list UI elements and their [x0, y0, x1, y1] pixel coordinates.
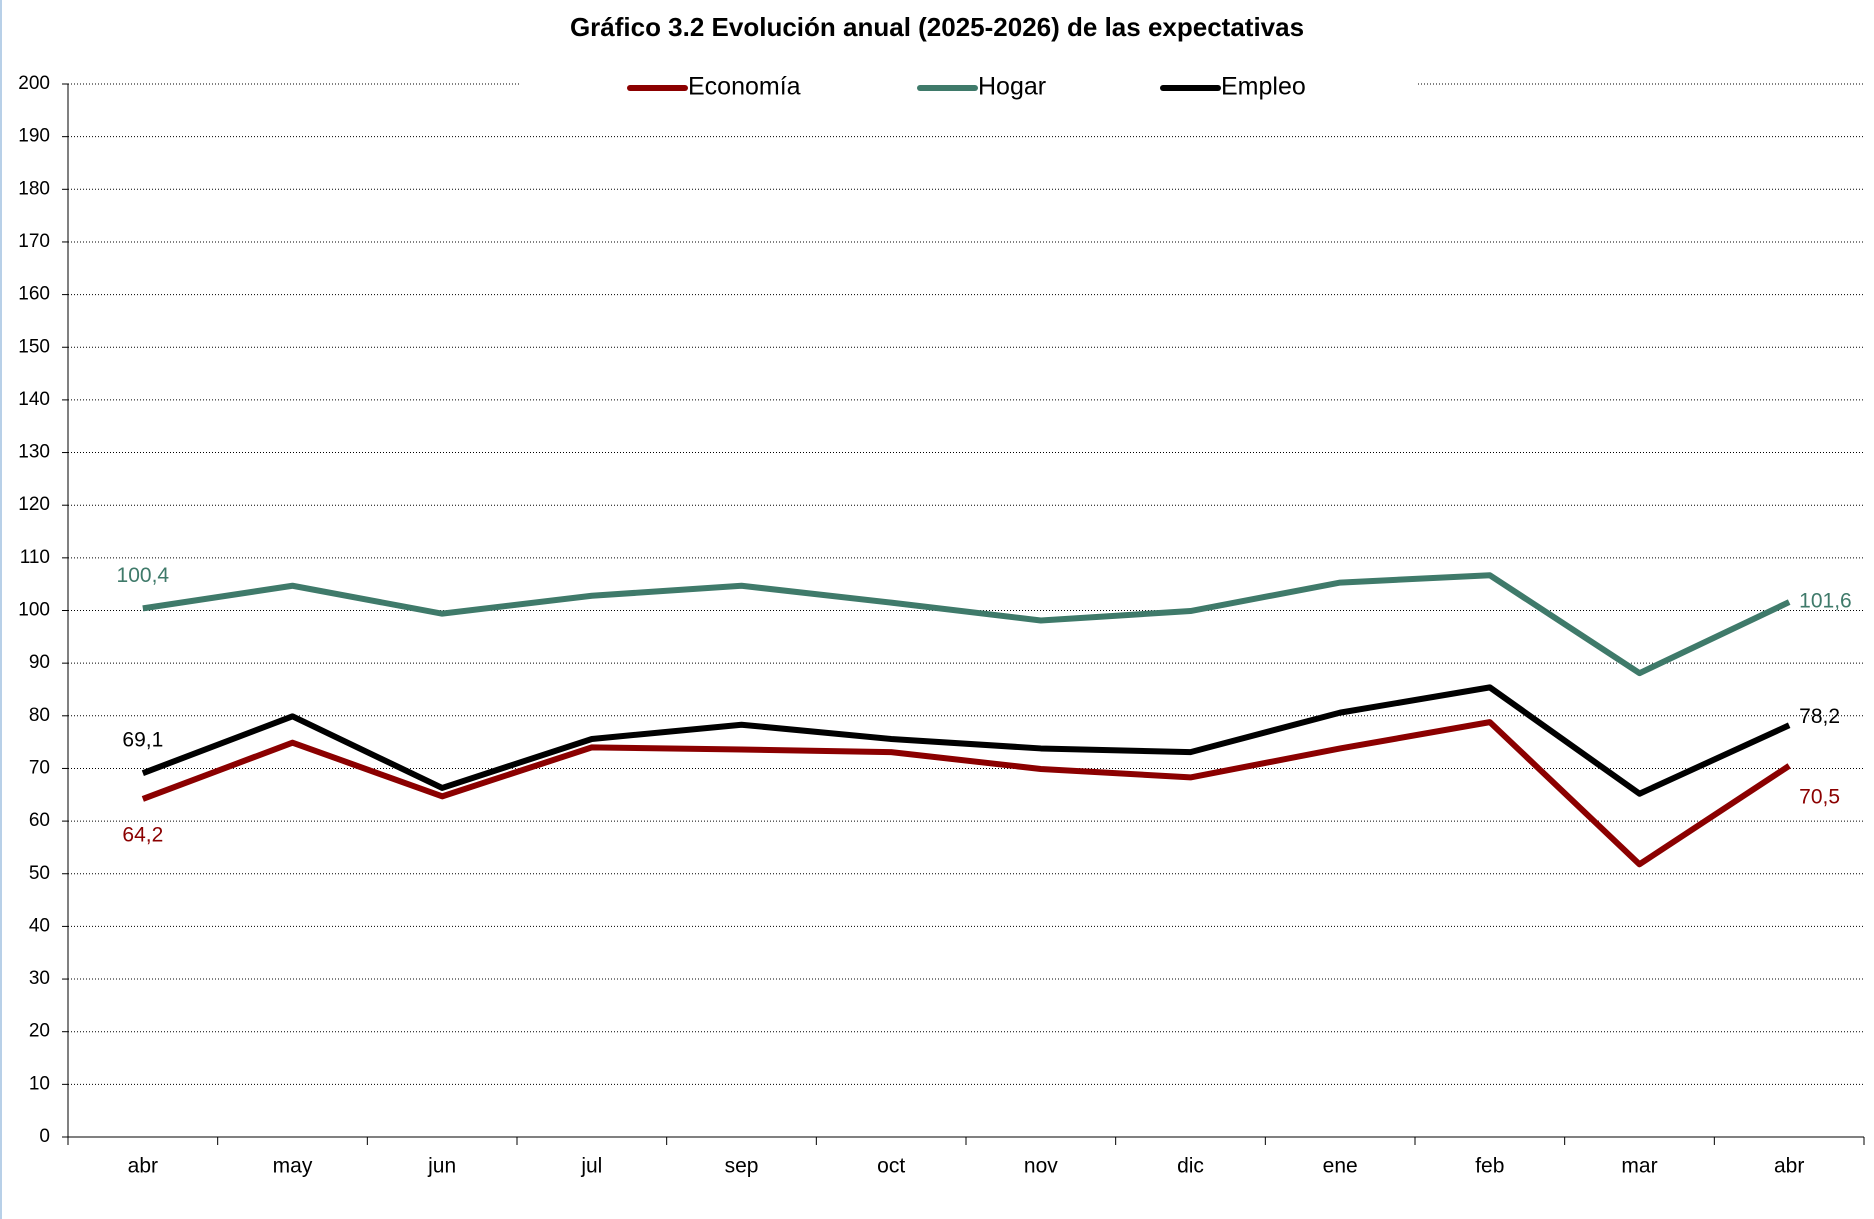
- y-tick-label: 130: [18, 442, 50, 463]
- y-tick-label: 100: [18, 600, 50, 621]
- y-tick-label: 50: [29, 863, 50, 884]
- y-tick-label: 190: [18, 126, 50, 147]
- y-tick-label: 70: [29, 757, 50, 778]
- data-label: 64,2: [122, 824, 163, 847]
- legend-background: [520, 66, 1417, 102]
- y-tick-label: 170: [18, 231, 50, 252]
- x-tick-label: nov: [1024, 1155, 1058, 1178]
- data-label: 101,6: [1799, 590, 1852, 613]
- series-line: [142, 572, 1791, 677]
- y-tick-label: 20: [29, 1021, 50, 1042]
- chart-title: Gráfico 3.2 Evolución anual (2025-2026) …: [570, 12, 1304, 42]
- y-tick-label: 60: [29, 810, 50, 831]
- x-tick-label: oct: [877, 1155, 905, 1178]
- x-tick-label: dic: [1177, 1155, 1204, 1178]
- x-tick-label: jun: [427, 1155, 456, 1178]
- y-tick-label: 90: [29, 652, 50, 673]
- x-tick-label: jul: [580, 1155, 602, 1178]
- series-line: [141, 719, 1791, 868]
- y-tick-label: 0: [39, 1126, 50, 1147]
- y-tick-label: 10: [29, 1073, 50, 1094]
- y-tick-label: 110: [20, 547, 50, 568]
- y-tick-label: 140: [18, 389, 50, 410]
- data-label: 69,1: [122, 729, 163, 752]
- data-label: 70,5: [1799, 785, 1840, 808]
- x-tick-label: may: [273, 1155, 313, 1178]
- y-tick-label: 200: [18, 73, 50, 94]
- y-tick-label: 160: [18, 284, 50, 305]
- x-tick-label: abr: [1774, 1155, 1804, 1178]
- y-tick-label: 120: [18, 494, 50, 515]
- y-tick-label: 180: [18, 178, 50, 199]
- x-tick-label: feb: [1475, 1155, 1504, 1178]
- legend-label: Hogar: [978, 73, 1046, 101]
- y-tick-label: 80: [29, 705, 50, 726]
- data-label: 100,4: [117, 564, 170, 587]
- series-line: [141, 684, 1791, 797]
- y-tick-label: 150: [18, 336, 50, 357]
- x-tick-label: ene: [1323, 1155, 1358, 1178]
- legend-label: Economía: [688, 73, 801, 101]
- x-tick-label: sep: [725, 1155, 759, 1178]
- x-tick-label: mar: [1621, 1155, 1657, 1178]
- y-tick-label: 40: [29, 915, 50, 936]
- legend-label: Empleo: [1221, 73, 1306, 101]
- y-tick-label: 30: [29, 968, 50, 989]
- x-tick-label: abr: [128, 1155, 158, 1178]
- data-label: 78,2: [1799, 705, 1840, 728]
